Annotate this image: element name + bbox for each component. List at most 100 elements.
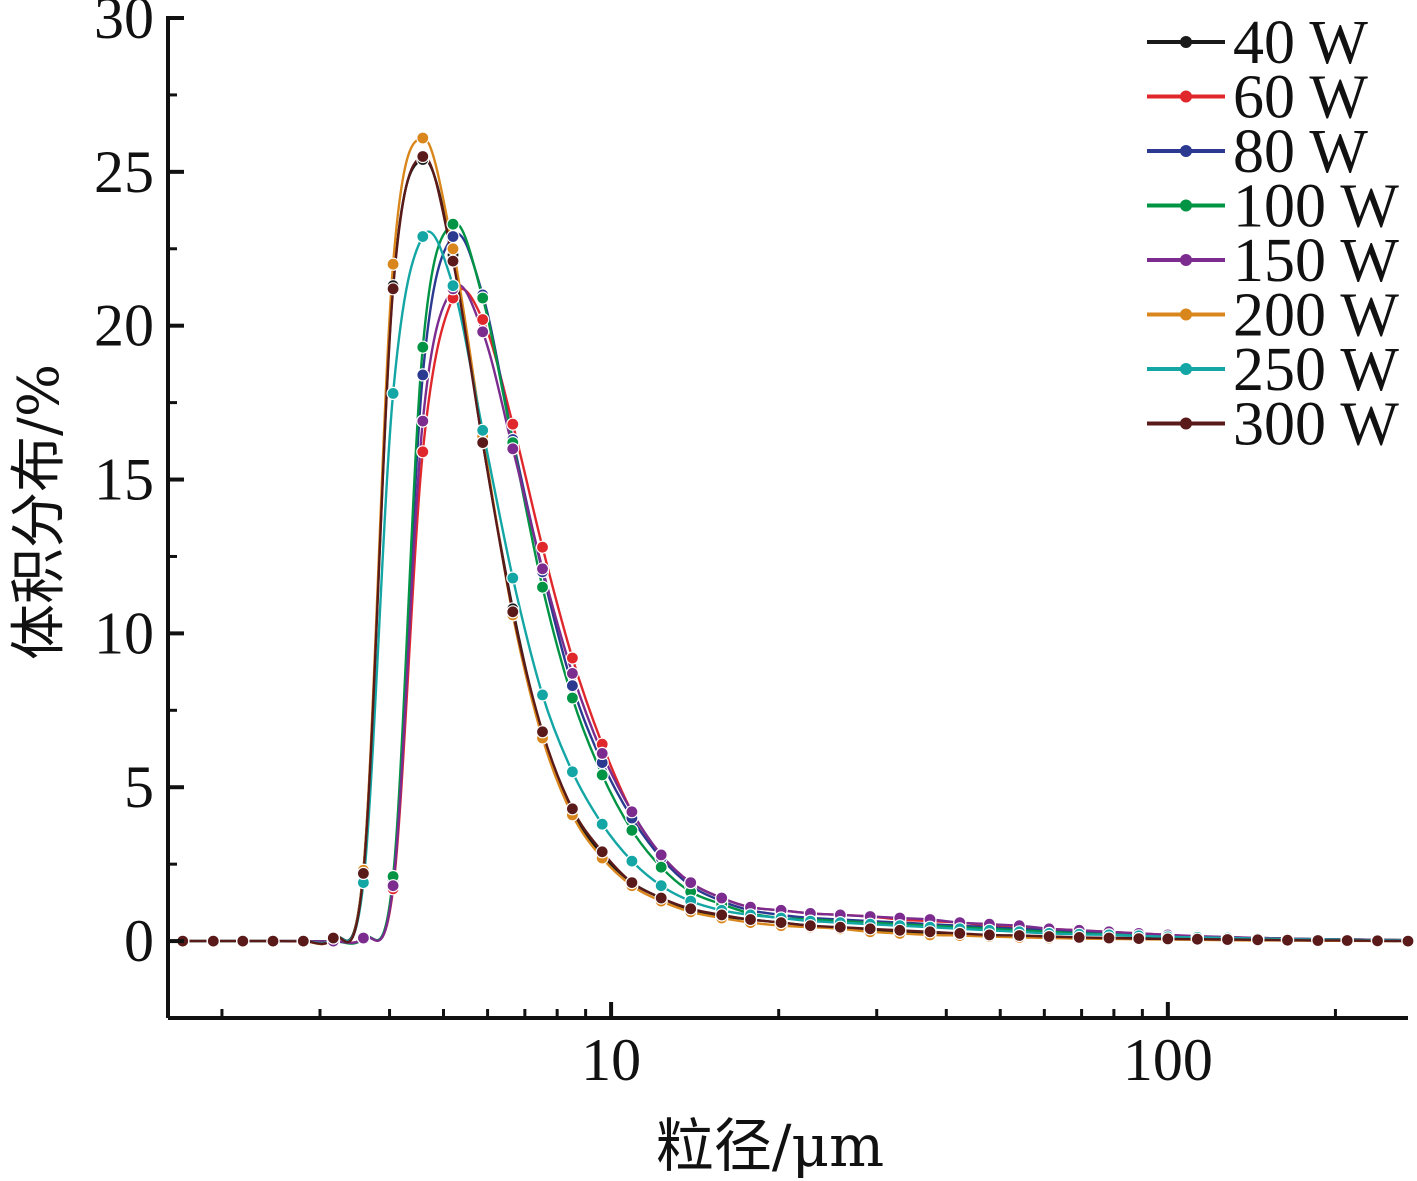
- data-point-300w: [833, 920, 847, 934]
- data-point-300w: [1311, 933, 1325, 948]
- data-point-250w: [446, 279, 460, 293]
- data-point-300w: [803, 919, 818, 933]
- data-point-100w: [476, 291, 490, 305]
- data-point-80w: [416, 368, 430, 382]
- legend-label-200w: 200 W: [1233, 282, 1399, 350]
- data-point-300w: [236, 934, 250, 948]
- data-point-300w: [476, 436, 490, 450]
- data-point-300w: [625, 875, 639, 890]
- data-point-150w: [625, 805, 639, 819]
- data-point-250w: [565, 765, 580, 779]
- data-point-300w: [923, 925, 937, 939]
- data-point-60w: [416, 445, 430, 459]
- legend-swatch-marker-200w: [1180, 308, 1192, 321]
- data-point-150w: [535, 562, 550, 576]
- legend-label-80w: 80 W: [1233, 118, 1368, 186]
- legend-swatch-marker-60w: [1180, 90, 1192, 103]
- data-point-300w: [1190, 932, 1205, 946]
- data-point-150w: [386, 879, 400, 893]
- data-point-250w: [476, 423, 490, 437]
- data-point-100w: [565, 691, 580, 705]
- data-point-150w: [684, 875, 698, 890]
- data-point-300w: [1132, 931, 1146, 946]
- data-point-150w: [506, 442, 520, 456]
- data-point-300w: [416, 149, 430, 164]
- data-point-200w: [416, 131, 430, 145]
- data-point-60w: [476, 312, 490, 327]
- data-point-300w: [893, 923, 907, 937]
- data-point-150w: [595, 746, 609, 761]
- data-point-300w: [1401, 934, 1415, 948]
- data-point-250w: [625, 854, 639, 868]
- legend-swatch-marker-300w: [1180, 417, 1192, 430]
- data-point-300w: [982, 928, 997, 942]
- legend-label-150w: 150 W: [1233, 227, 1399, 295]
- data-point-300w: [654, 891, 668, 905]
- y-tick-label: 10: [94, 600, 154, 666]
- x-tick-label: 10: [581, 1027, 641, 1093]
- data-point-300w: [1042, 929, 1056, 944]
- data-point-150w: [565, 666, 580, 681]
- y-tick-label: 25: [94, 139, 154, 205]
- data-point-300w: [565, 802, 580, 816]
- data-point-300w: [506, 605, 520, 619]
- x-axis-title: 粒径/μm: [656, 1112, 884, 1180]
- series-line-300w: [182, 155, 1409, 946]
- legend-swatch-marker-250w: [1180, 363, 1192, 375]
- data-point-300w: [1102, 931, 1116, 945]
- data-point-60w: [565, 651, 580, 665]
- y-tick-label: 20: [94, 293, 154, 359]
- data-point-80w: [565, 679, 580, 693]
- data-point-250w: [654, 879, 668, 893]
- plot-markers: [176, 131, 1415, 948]
- data-point-300w: [1161, 932, 1175, 946]
- data-point-300w: [953, 926, 967, 941]
- data-point-300w: [595, 845, 609, 859]
- data-point-100w: [446, 217, 460, 231]
- data-point-300w: [386, 282, 400, 296]
- series-line-250w: [182, 230, 1409, 945]
- data-point-300w: [446, 254, 460, 268]
- legend-swatch-marker-40w: [1180, 36, 1192, 48]
- data-point-150w: [476, 325, 490, 339]
- legend-label-60w: 60 W: [1233, 64, 1368, 132]
- data-point-300w: [774, 915, 788, 930]
- x-tick-label: 100: [1123, 1027, 1213, 1093]
- data-point-250w: [506, 571, 520, 585]
- data-point-150w: [654, 848, 668, 862]
- data-point-300w: [1220, 932, 1235, 947]
- data-point-300w: [1072, 930, 1086, 945]
- data-point-300w: [1251, 933, 1265, 947]
- y-tick-label: 0: [124, 908, 154, 974]
- data-point-300w: [535, 725, 550, 739]
- data-point-100w: [654, 860, 668, 874]
- data-point-300w: [1012, 928, 1026, 943]
- data-point-300w: [684, 902, 698, 916]
- data-point-300w: [206, 934, 220, 948]
- data-point-300w: [715, 908, 729, 922]
- data-point-150w: [356, 931, 370, 945]
- data-point-200w: [386, 257, 400, 271]
- data-point-250w: [416, 229, 430, 244]
- data-point-150w: [715, 891, 729, 905]
- data-point-300w: [1340, 933, 1354, 948]
- data-point-300w: [1280, 933, 1295, 947]
- data-point-80w: [446, 229, 460, 244]
- legend-swatch-marker-150w: [1180, 254, 1192, 266]
- legend-swatch-marker-100w: [1180, 199, 1192, 212]
- data-point-100w: [535, 580, 550, 594]
- data-point-200w: [446, 242, 460, 256]
- data-point-60w: [535, 540, 550, 554]
- y-tick-label: 30: [94, 0, 154, 51]
- y-tick-label: 15: [94, 447, 154, 513]
- data-point-300w: [296, 934, 310, 948]
- y-tick-label: 5: [124, 754, 154, 820]
- y-axis-title: 体积分布/%: [7, 364, 72, 660]
- data-point-60w: [506, 417, 520, 431]
- legend-label-250w: 250 W: [1233, 336, 1399, 404]
- data-point-300w: [1370, 934, 1385, 948]
- legend-label-40w: 40 W: [1233, 9, 1368, 77]
- data-point-300w: [356, 866, 370, 881]
